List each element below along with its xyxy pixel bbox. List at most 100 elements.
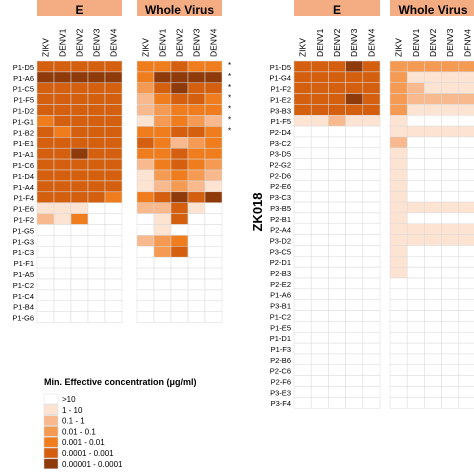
whole-virus-cell [136,60,155,73]
e-cell [36,191,55,203]
whole-virus-cell [389,158,408,170]
e-cell [53,278,72,291]
row-label: P1-C2 [13,281,34,290]
whole-virus-cell [424,190,442,203]
e-cell [104,93,123,105]
e-cell [70,126,89,138]
whole-virus-cell [153,202,172,214]
whole-virus-cell [153,289,172,302]
legend-label: 0.001 - 0.01 [62,438,105,447]
whole-virus-cell [458,136,474,149]
e-cell [328,104,346,116]
whole-virus-cell [170,267,189,280]
e-cell [104,300,123,312]
e-cell [36,235,55,247]
e-cell [70,311,89,323]
e-cell [310,277,329,290]
e-cell [53,169,72,182]
e-cell [328,277,346,290]
e-cell [345,82,364,94]
whole-virus-cell [441,115,460,127]
whole-virus-cell [136,224,155,236]
whole-virus-cell [441,245,460,257]
whole-virus-cell [153,311,172,323]
e-cell [87,82,106,94]
whole-virus-cell [153,246,172,258]
e-cell [328,147,346,159]
e-cell [328,386,346,398]
whole-virus-cell [136,115,155,127]
whole-virus-cell [424,201,442,214]
e-cell [310,60,329,73]
whole-virus-cell [406,212,425,224]
whole-virus-cell [424,223,442,235]
whole-virus-cell [204,147,223,160]
whole-virus-cell [406,256,425,268]
whole-virus-cell [136,267,155,280]
e-cell [345,397,364,409]
e-cell [53,71,72,84]
whole-virus-cell [406,93,425,105]
whole-virus-cell [136,300,155,312]
e-cell [36,169,55,182]
e-cell [104,147,123,160]
e-cell [362,169,381,181]
e-cell [345,266,364,279]
whole-virus-cell [441,277,460,290]
whole-virus-cell [170,93,189,105]
e-cell [87,311,106,323]
column-label: ZIKV [298,38,308,57]
e-cell [310,212,329,224]
row-label: P1-C5 [13,85,34,94]
whole-virus-cell [187,60,206,73]
whole-virus-cell [441,386,460,398]
e-cell [345,277,364,290]
e-cell [293,288,312,300]
e-cell [310,299,329,311]
e-cell [310,266,329,279]
row-label: P2-E2 [270,280,291,289]
whole-virus-cell [153,115,172,127]
e-cell [345,375,364,387]
whole-virus-cell [170,71,189,84]
legend-label: 0.1 - 1 [62,417,85,426]
whole-virus-cell [441,190,460,203]
e-cell [87,126,106,138]
e-cell [53,300,72,312]
whole-virus-cell [406,158,425,170]
e-cell [345,386,364,398]
whole-virus-cell [389,125,408,138]
whole-virus-cell [170,137,189,149]
whole-virus-cell [458,288,474,300]
whole-virus-cell [424,212,442,224]
e-cell [328,212,346,224]
e-cell [362,397,381,409]
whole-virus-cell [136,158,155,171]
whole-virus-cell [170,169,189,182]
e-cell [362,234,381,246]
e-cell [104,126,123,138]
e-cell [293,353,312,366]
header-whole-virus-band [137,0,222,16]
e-cell [310,342,329,355]
whole-virus-cell [458,71,474,83]
e-cell [87,147,106,160]
e-cell [310,125,329,138]
whole-virus-cell [424,82,442,94]
e-cell [310,310,329,322]
e-cell [293,234,312,246]
e-cell [70,60,89,73]
e-cell [293,93,312,105]
e-cell [53,93,72,105]
e-cell [310,82,329,94]
e-cell [36,289,55,302]
e-cell [53,246,72,258]
header-e: E [333,3,341,17]
e-cell [293,332,312,344]
whole-virus-cell [458,321,474,333]
e-cell [293,386,312,398]
whole-virus-cell [204,93,223,105]
row-label: P2-B6 [270,356,291,365]
whole-virus-cell [424,136,442,149]
whole-virus-cell [441,71,460,83]
